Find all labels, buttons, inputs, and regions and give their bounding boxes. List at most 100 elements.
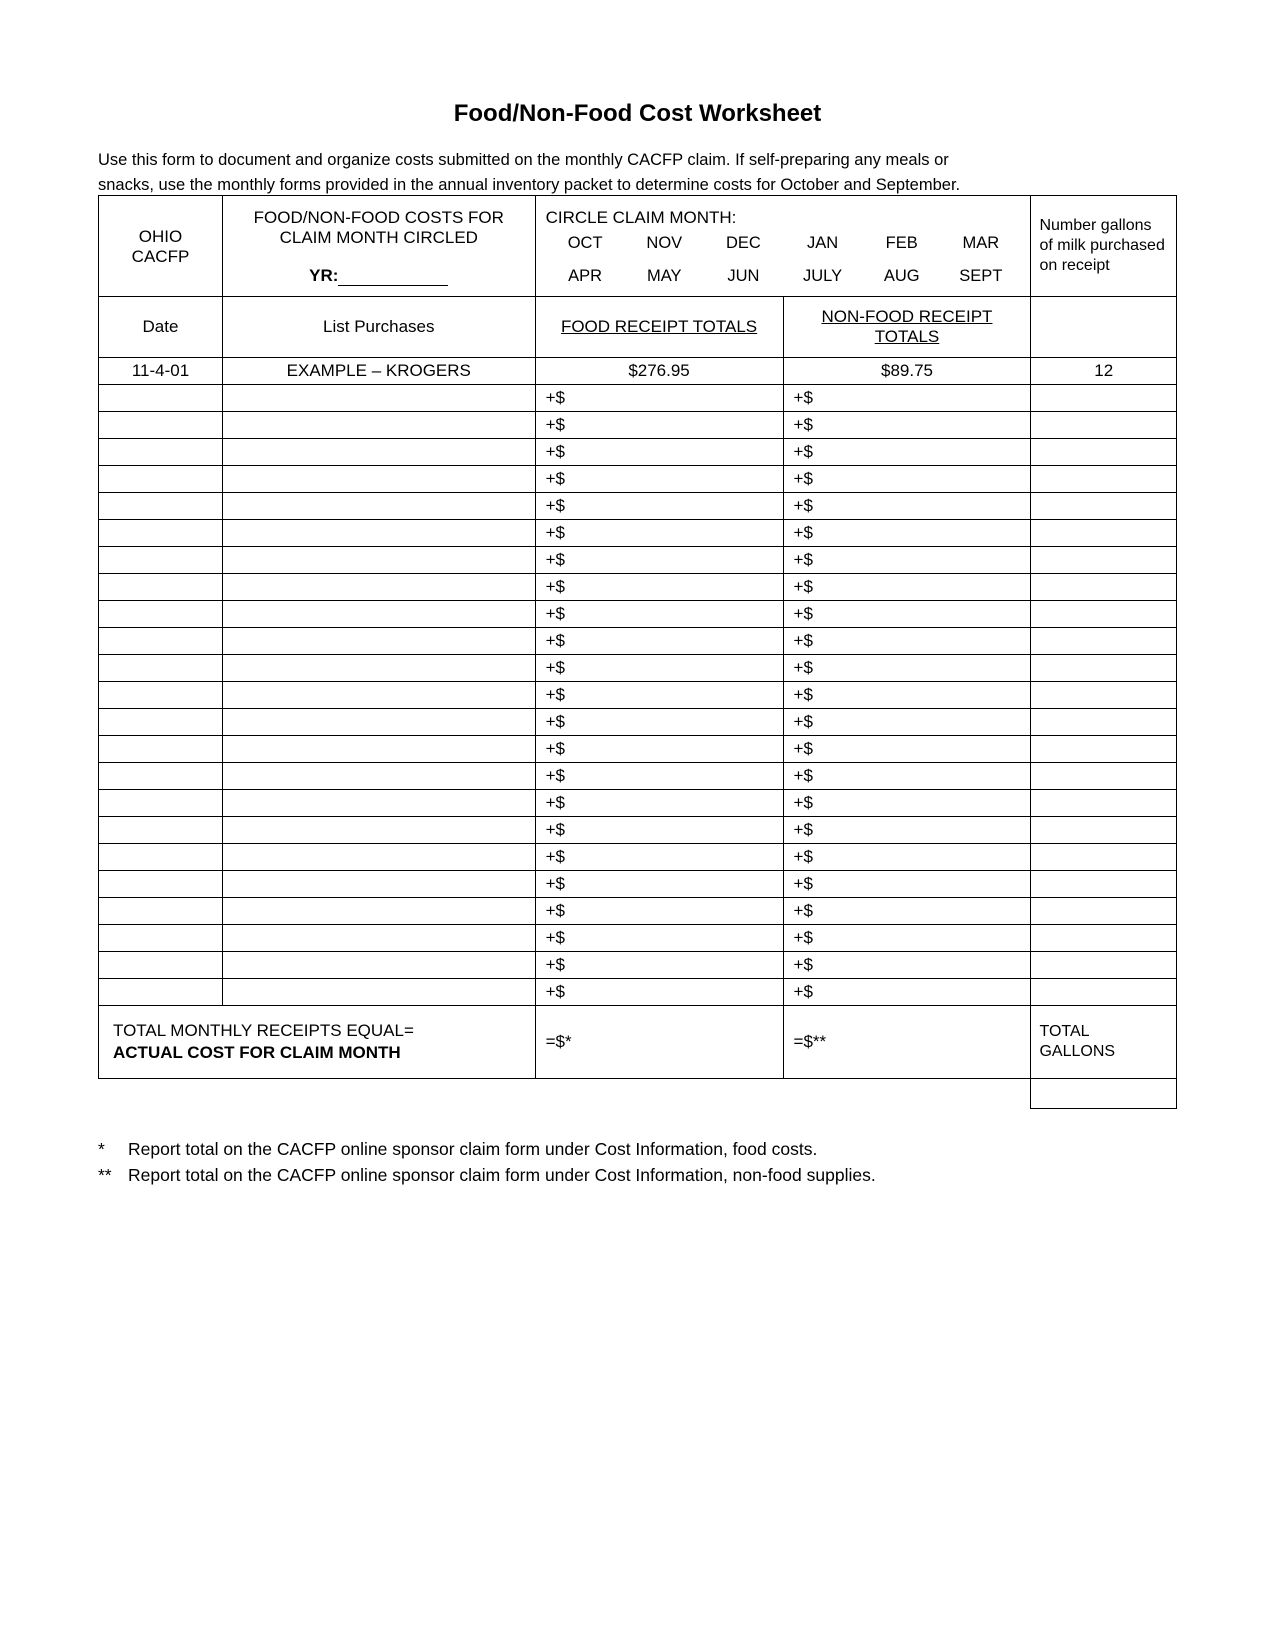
gallons-cell[interactable] xyxy=(1031,574,1177,601)
nonfood-amount-cell[interactable]: +$ xyxy=(783,763,1031,790)
month-may[interactable]: MAY xyxy=(625,267,704,286)
gallons-cell[interactable] xyxy=(1031,979,1177,1006)
nonfood-amount-cell[interactable]: +$ xyxy=(783,871,1031,898)
food-amount-cell[interactable]: +$ xyxy=(535,898,783,925)
purchase-cell[interactable] xyxy=(222,871,535,898)
purchase-cell[interactable] xyxy=(222,844,535,871)
date-cell[interactable] xyxy=(99,439,223,466)
food-amount-cell[interactable]: +$ xyxy=(535,952,783,979)
date-cell[interactable] xyxy=(99,466,223,493)
purchase-cell[interactable] xyxy=(222,952,535,979)
food-amount-cell[interactable]: +$ xyxy=(535,763,783,790)
food-amount-cell[interactable]: +$ xyxy=(535,385,783,412)
purchase-cell[interactable] xyxy=(222,709,535,736)
gallons-cell[interactable] xyxy=(1031,682,1177,709)
nonfood-amount-cell[interactable]: +$ xyxy=(783,628,1031,655)
gallons-cell[interactable] xyxy=(1031,628,1177,655)
date-cell[interactable] xyxy=(99,736,223,763)
date-cell[interactable] xyxy=(99,682,223,709)
purchase-cell[interactable] xyxy=(222,736,535,763)
purchase-cell[interactable] xyxy=(222,466,535,493)
month-dec[interactable]: DEC xyxy=(704,234,783,253)
month-jun[interactable]: JUN xyxy=(704,267,783,286)
gallons-cell[interactable] xyxy=(1031,385,1177,412)
date-cell[interactable] xyxy=(99,385,223,412)
date-cell[interactable] xyxy=(99,709,223,736)
gallons-cell[interactable] xyxy=(1031,871,1177,898)
date-cell[interactable] xyxy=(99,493,223,520)
purchase-cell[interactable] xyxy=(222,439,535,466)
food-amount-cell[interactable]: +$ xyxy=(535,979,783,1006)
month-aug[interactable]: AUG xyxy=(862,267,941,286)
food-amount-cell[interactable]: +$ xyxy=(535,520,783,547)
food-amount-cell[interactable]: +$ xyxy=(535,844,783,871)
nonfood-amount-cell[interactable]: +$ xyxy=(783,844,1031,871)
gallons-cell[interactable] xyxy=(1031,952,1177,979)
food-amount-cell[interactable]: +$ xyxy=(535,628,783,655)
month-feb[interactable]: FEB xyxy=(862,234,941,253)
food-amount-cell[interactable]: +$ xyxy=(535,493,783,520)
food-amount-cell[interactable]: +$ xyxy=(535,574,783,601)
month-nov[interactable]: NOV xyxy=(625,234,704,253)
date-cell[interactable] xyxy=(99,952,223,979)
nonfood-amount-cell[interactable]: +$ xyxy=(783,466,1031,493)
gallons-cell[interactable] xyxy=(1031,520,1177,547)
yr-blank[interactable] xyxy=(338,285,448,286)
food-amount-cell[interactable]: +$ xyxy=(535,547,783,574)
nonfood-amount-cell[interactable]: +$ xyxy=(783,412,1031,439)
purchase-cell[interactable] xyxy=(222,682,535,709)
date-cell[interactable] xyxy=(99,817,223,844)
month-mar[interactable]: MAR xyxy=(941,234,1020,253)
nonfood-amount-cell[interactable]: +$ xyxy=(783,736,1031,763)
gallons-cell[interactable] xyxy=(1031,925,1177,952)
food-amount-cell[interactable]: +$ xyxy=(535,736,783,763)
gallons-cell[interactable] xyxy=(1031,709,1177,736)
date-cell[interactable] xyxy=(99,412,223,439)
date-cell[interactable] xyxy=(99,790,223,817)
nonfood-amount-cell[interactable]: +$ xyxy=(783,925,1031,952)
gallons-cell[interactable] xyxy=(1031,844,1177,871)
month-apr[interactable]: APR xyxy=(546,267,625,286)
gallons-cell[interactable] xyxy=(1031,898,1177,925)
nonfood-amount-cell[interactable]: +$ xyxy=(783,493,1031,520)
date-cell[interactable] xyxy=(99,925,223,952)
purchase-cell[interactable] xyxy=(222,898,535,925)
food-amount-cell[interactable]: +$ xyxy=(535,925,783,952)
food-amount-cell[interactable]: +$ xyxy=(535,682,783,709)
purchase-cell[interactable] xyxy=(222,547,535,574)
month-oct[interactable]: OCT xyxy=(546,234,625,253)
purchase-cell[interactable] xyxy=(222,763,535,790)
date-cell[interactable] xyxy=(99,520,223,547)
gallons-cell[interactable] xyxy=(1031,655,1177,682)
purchase-cell[interactable] xyxy=(222,574,535,601)
purchase-cell[interactable] xyxy=(222,520,535,547)
date-cell[interactable] xyxy=(99,655,223,682)
gallons-cell[interactable] xyxy=(1031,763,1177,790)
nonfood-amount-cell[interactable]: +$ xyxy=(783,385,1031,412)
purchase-cell[interactable] xyxy=(222,790,535,817)
purchase-cell[interactable] xyxy=(222,601,535,628)
food-amount-cell[interactable]: +$ xyxy=(535,871,783,898)
gallons-cell[interactable] xyxy=(1031,601,1177,628)
nonfood-amount-cell[interactable]: +$ xyxy=(783,655,1031,682)
month-sept[interactable]: SEPT xyxy=(941,267,1020,286)
gallons-cell[interactable] xyxy=(1031,466,1177,493)
purchase-cell[interactable] xyxy=(222,925,535,952)
food-amount-cell[interactable]: +$ xyxy=(535,790,783,817)
nonfood-amount-cell[interactable]: +$ xyxy=(783,898,1031,925)
purchase-cell[interactable] xyxy=(222,979,535,1006)
food-amount-cell[interactable]: +$ xyxy=(535,466,783,493)
purchase-cell[interactable] xyxy=(222,817,535,844)
date-cell[interactable] xyxy=(99,898,223,925)
gallons-cell[interactable] xyxy=(1031,817,1177,844)
gallons-cell[interactable] xyxy=(1031,493,1177,520)
gallons-cell[interactable] xyxy=(1031,439,1177,466)
date-cell[interactable] xyxy=(99,763,223,790)
date-cell[interactable] xyxy=(99,628,223,655)
date-cell[interactable] xyxy=(99,871,223,898)
purchase-cell[interactable] xyxy=(222,385,535,412)
nonfood-amount-cell[interactable]: +$ xyxy=(783,682,1031,709)
food-amount-cell[interactable]: +$ xyxy=(535,412,783,439)
purchase-cell[interactable] xyxy=(222,412,535,439)
nonfood-amount-cell[interactable]: +$ xyxy=(783,979,1031,1006)
